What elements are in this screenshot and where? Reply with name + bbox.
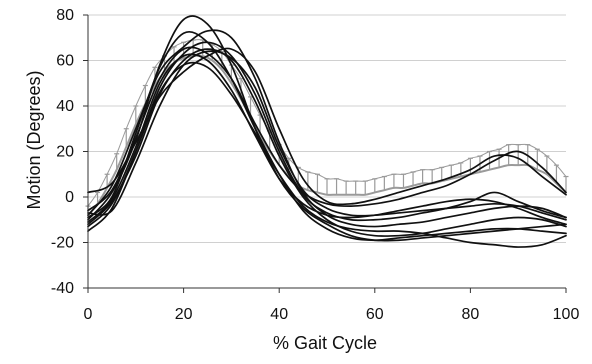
y-tick-label: 80 xyxy=(56,7,74,24)
series-line-4 xyxy=(87,46,567,212)
x-tick-label: 0 xyxy=(84,306,93,323)
series-line-1 xyxy=(87,15,567,242)
tick-layer: -40 -20 0 20 40 60 80 0 20 40 60 80 100 xyxy=(51,7,580,323)
x-tick-label: 60 xyxy=(366,306,384,323)
x-tick-label: 20 xyxy=(175,306,193,323)
series-line-5 xyxy=(87,61,567,248)
y-tick-label: 60 xyxy=(56,53,74,70)
series-line-10 xyxy=(87,41,567,228)
x-tick-label: 100 xyxy=(553,306,580,323)
series-line-7 xyxy=(87,53,567,226)
y-tick-label: 0 xyxy=(65,189,74,206)
reference-band-layer xyxy=(85,39,569,216)
x-axis-title: % Gait Cycle xyxy=(273,333,377,353)
y-tick-label: -40 xyxy=(51,280,74,297)
y-tick-label: -20 xyxy=(51,235,74,252)
y-tick-label: 40 xyxy=(56,98,74,115)
series-line-6 xyxy=(87,30,567,242)
series-line-8 xyxy=(87,47,567,206)
y-tick-label: 20 xyxy=(56,144,74,161)
series-line-9 xyxy=(87,50,567,221)
x-tick-label: 40 xyxy=(270,306,288,323)
series-layer xyxy=(87,15,567,248)
y-axis-title: Motion (Degrees) xyxy=(24,70,44,209)
x-tick-label: 80 xyxy=(462,306,480,323)
